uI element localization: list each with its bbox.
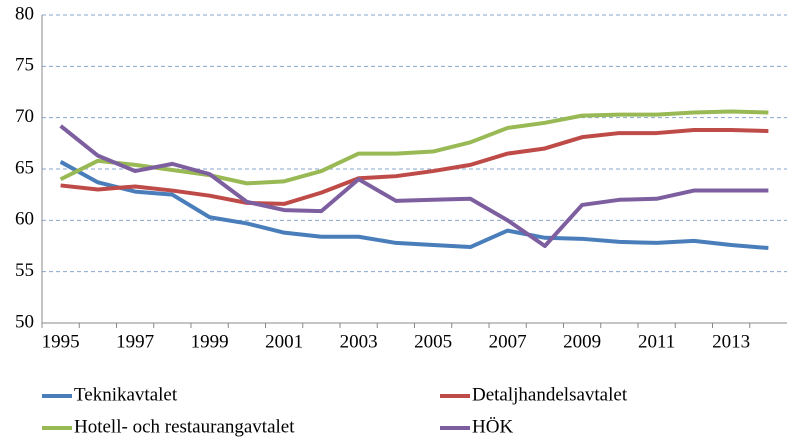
x-tick-label: 2003 — [340, 331, 378, 352]
y-tick-label: 80 — [15, 3, 34, 24]
x-tick-label: 1995 — [42, 331, 80, 352]
legend-label: HÖK — [472, 416, 513, 437]
series-line — [59, 124, 769, 248]
x-tick-label: 2001 — [265, 331, 303, 352]
y-tick-label: 50 — [15, 311, 34, 332]
x-tick-label: 2013 — [712, 331, 750, 352]
x-tick-label: 1997 — [116, 331, 154, 352]
x-tick-label: 1999 — [191, 331, 229, 352]
series-line — [59, 109, 769, 186]
series-line — [60, 127, 769, 206]
legend-label: Hotell- och restaurangavtalet — [74, 416, 295, 437]
x-tick-label: 2009 — [563, 331, 601, 352]
y-tick-label: 75 — [15, 55, 34, 76]
x-tick-label: 2005 — [414, 331, 452, 352]
series-line — [59, 160, 769, 251]
y-tick-label: 70 — [15, 106, 34, 127]
y-tick-label: 65 — [15, 157, 34, 178]
legend-label: Teknikavtalet — [74, 384, 178, 405]
x-tick-label: 2007 — [489, 331, 527, 352]
y-tick-label: 60 — [15, 209, 34, 230]
y-tick-label: 55 — [15, 260, 34, 281]
x-tick-label: 2011 — [638, 331, 675, 352]
legend-label: Detaljhandelsavtalet — [472, 384, 628, 405]
